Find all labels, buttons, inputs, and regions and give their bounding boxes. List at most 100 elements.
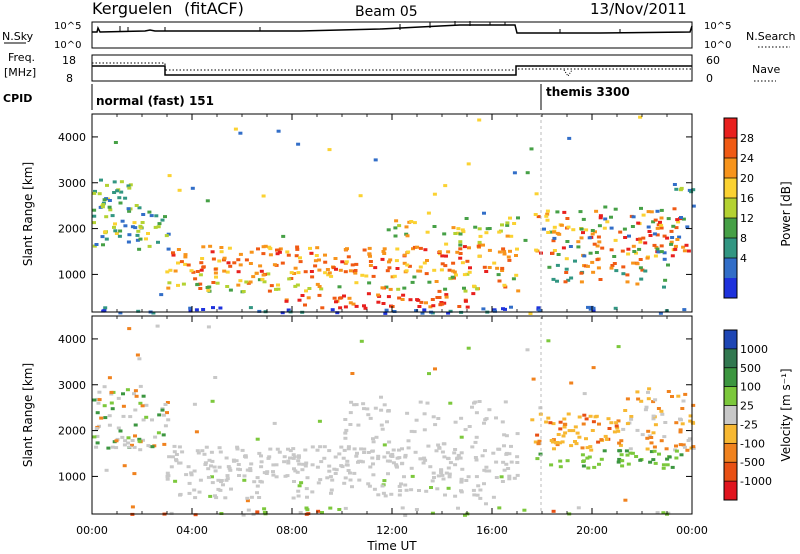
- echo-cell: [635, 428, 640, 432]
- echo-cell: [439, 301, 444, 304]
- echo-cell: [261, 245, 266, 249]
- echo-cell: [276, 129, 281, 133]
- echo-cell: [278, 247, 283, 251]
- echo-cell: [581, 217, 586, 221]
- echo-cell: [126, 240, 131, 244]
- echo-cell: [562, 425, 567, 429]
- echo-cell: [487, 248, 492, 252]
- echo-cell: [509, 305, 513, 309]
- echo-cell: [422, 412, 427, 416]
- echo-cell: [639, 399, 644, 403]
- echo-cell: [443, 493, 447, 497]
- echo-cell: [437, 250, 442, 254]
- echo-cell: [673, 247, 678, 251]
- echo-cell: [529, 147, 534, 151]
- echo-cell: [631, 215, 636, 219]
- echo-cell: [103, 230, 107, 234]
- echo-cell: [397, 296, 402, 300]
- echo-cell: [266, 272, 271, 276]
- echo-cell: [295, 470, 300, 474]
- echo-cell: [458, 456, 463, 460]
- echo-cell: [466, 475, 471, 479]
- echo-cell: [455, 250, 460, 254]
- echo-cell: [183, 253, 188, 257]
- echo-cell: [558, 420, 563, 424]
- echo-cell: [609, 421, 614, 425]
- echo-cell: [387, 260, 391, 264]
- echo-cell: [681, 443, 686, 447]
- echo-cell: [92, 244, 97, 248]
- echo-cell: [387, 459, 392, 463]
- echo-cell: [373, 158, 378, 162]
- echo-cell: [409, 220, 414, 223]
- echo-cell: [432, 192, 437, 196]
- nave-trace: [92, 62, 692, 71]
- echo-cell: [198, 287, 203, 290]
- echo-cell: [617, 441, 622, 445]
- echo-cell: [410, 280, 415, 284]
- echo-cell: [674, 187, 679, 191]
- echo-cell: [337, 296, 342, 300]
- echo-cell: [551, 230, 556, 234]
- echo-cell: [123, 196, 128, 200]
- echo-cell: [589, 448, 594, 452]
- echo-cell: [171, 253, 176, 257]
- echo-cell: [157, 222, 162, 226]
- echo-cell: [586, 466, 591, 470]
- echo-cell: [503, 307, 507, 311]
- echo-cell: [274, 463, 279, 467]
- echo-cell: [326, 273, 331, 277]
- echo-cell: [161, 433, 166, 437]
- echo-cell: [305, 476, 310, 480]
- echo-cell: [582, 413, 587, 417]
- echo-cell: [391, 448, 396, 452]
- echo-cell: [507, 258, 512, 262]
- echo-cell: [676, 394, 681, 398]
- echo-cell: [327, 148, 332, 152]
- echo-cell: [460, 228, 465, 232]
- echo-cell: [565, 459, 570, 463]
- echo-cell: [231, 458, 236, 462]
- echo-cell: [412, 245, 417, 249]
- echo-cell: [602, 449, 607, 453]
- echo-cell: [459, 489, 463, 493]
- echo-cell: [473, 225, 478, 229]
- echo-cell: [626, 247, 631, 251]
- echo-cell: [561, 246, 566, 250]
- echo-cell: [659, 409, 664, 413]
- echo-cell: [348, 471, 352, 475]
- echo-cell: [288, 456, 292, 460]
- echo-cell: [655, 226, 660, 230]
- echo-cell: [595, 258, 600, 262]
- cpid-bar: CPID normal (fast) 151 themis 3300: [3, 84, 630, 110]
- echo-cell: [651, 458, 656, 462]
- echo-cell: [494, 416, 498, 420]
- echo-cell: [225, 270, 230, 274]
- nsearch-tick-top: 10^5: [704, 21, 731, 32]
- echo-cell: [643, 269, 648, 273]
- echo-cell: [620, 249, 625, 253]
- echo-cell: [156, 431, 161, 435]
- echo-cell: [105, 183, 109, 187]
- echo-cell: [107, 423, 112, 427]
- echo-cell: [186, 465, 191, 469]
- echo-cell: [238, 279, 243, 283]
- velocity-colorbar-frame: [723, 329, 738, 501]
- echo-cell: [444, 471, 449, 475]
- echo-cell: [406, 446, 411, 450]
- echo-cell: [580, 446, 585, 450]
- mode-title: (fitACF): [184, 0, 244, 18]
- echo-cell: [591, 308, 596, 312]
- echo-cell: [248, 280, 253, 284]
- echo-cell: [618, 443, 623, 447]
- echo-cell: [593, 230, 597, 234]
- echo-cell: [550, 251, 555, 255]
- echo-cell: [259, 460, 264, 464]
- velocity-colorbar-swatch: [724, 405, 737, 425]
- velocity-ytick-label: 3000: [58, 379, 86, 392]
- echo-cell: [333, 257, 338, 260]
- velocity-colorbar-tick-label: 100: [740, 381, 761, 394]
- echo-cell: [371, 437, 375, 441]
- echo-cell: [166, 247, 171, 251]
- echo-cell: [446, 311, 451, 315]
